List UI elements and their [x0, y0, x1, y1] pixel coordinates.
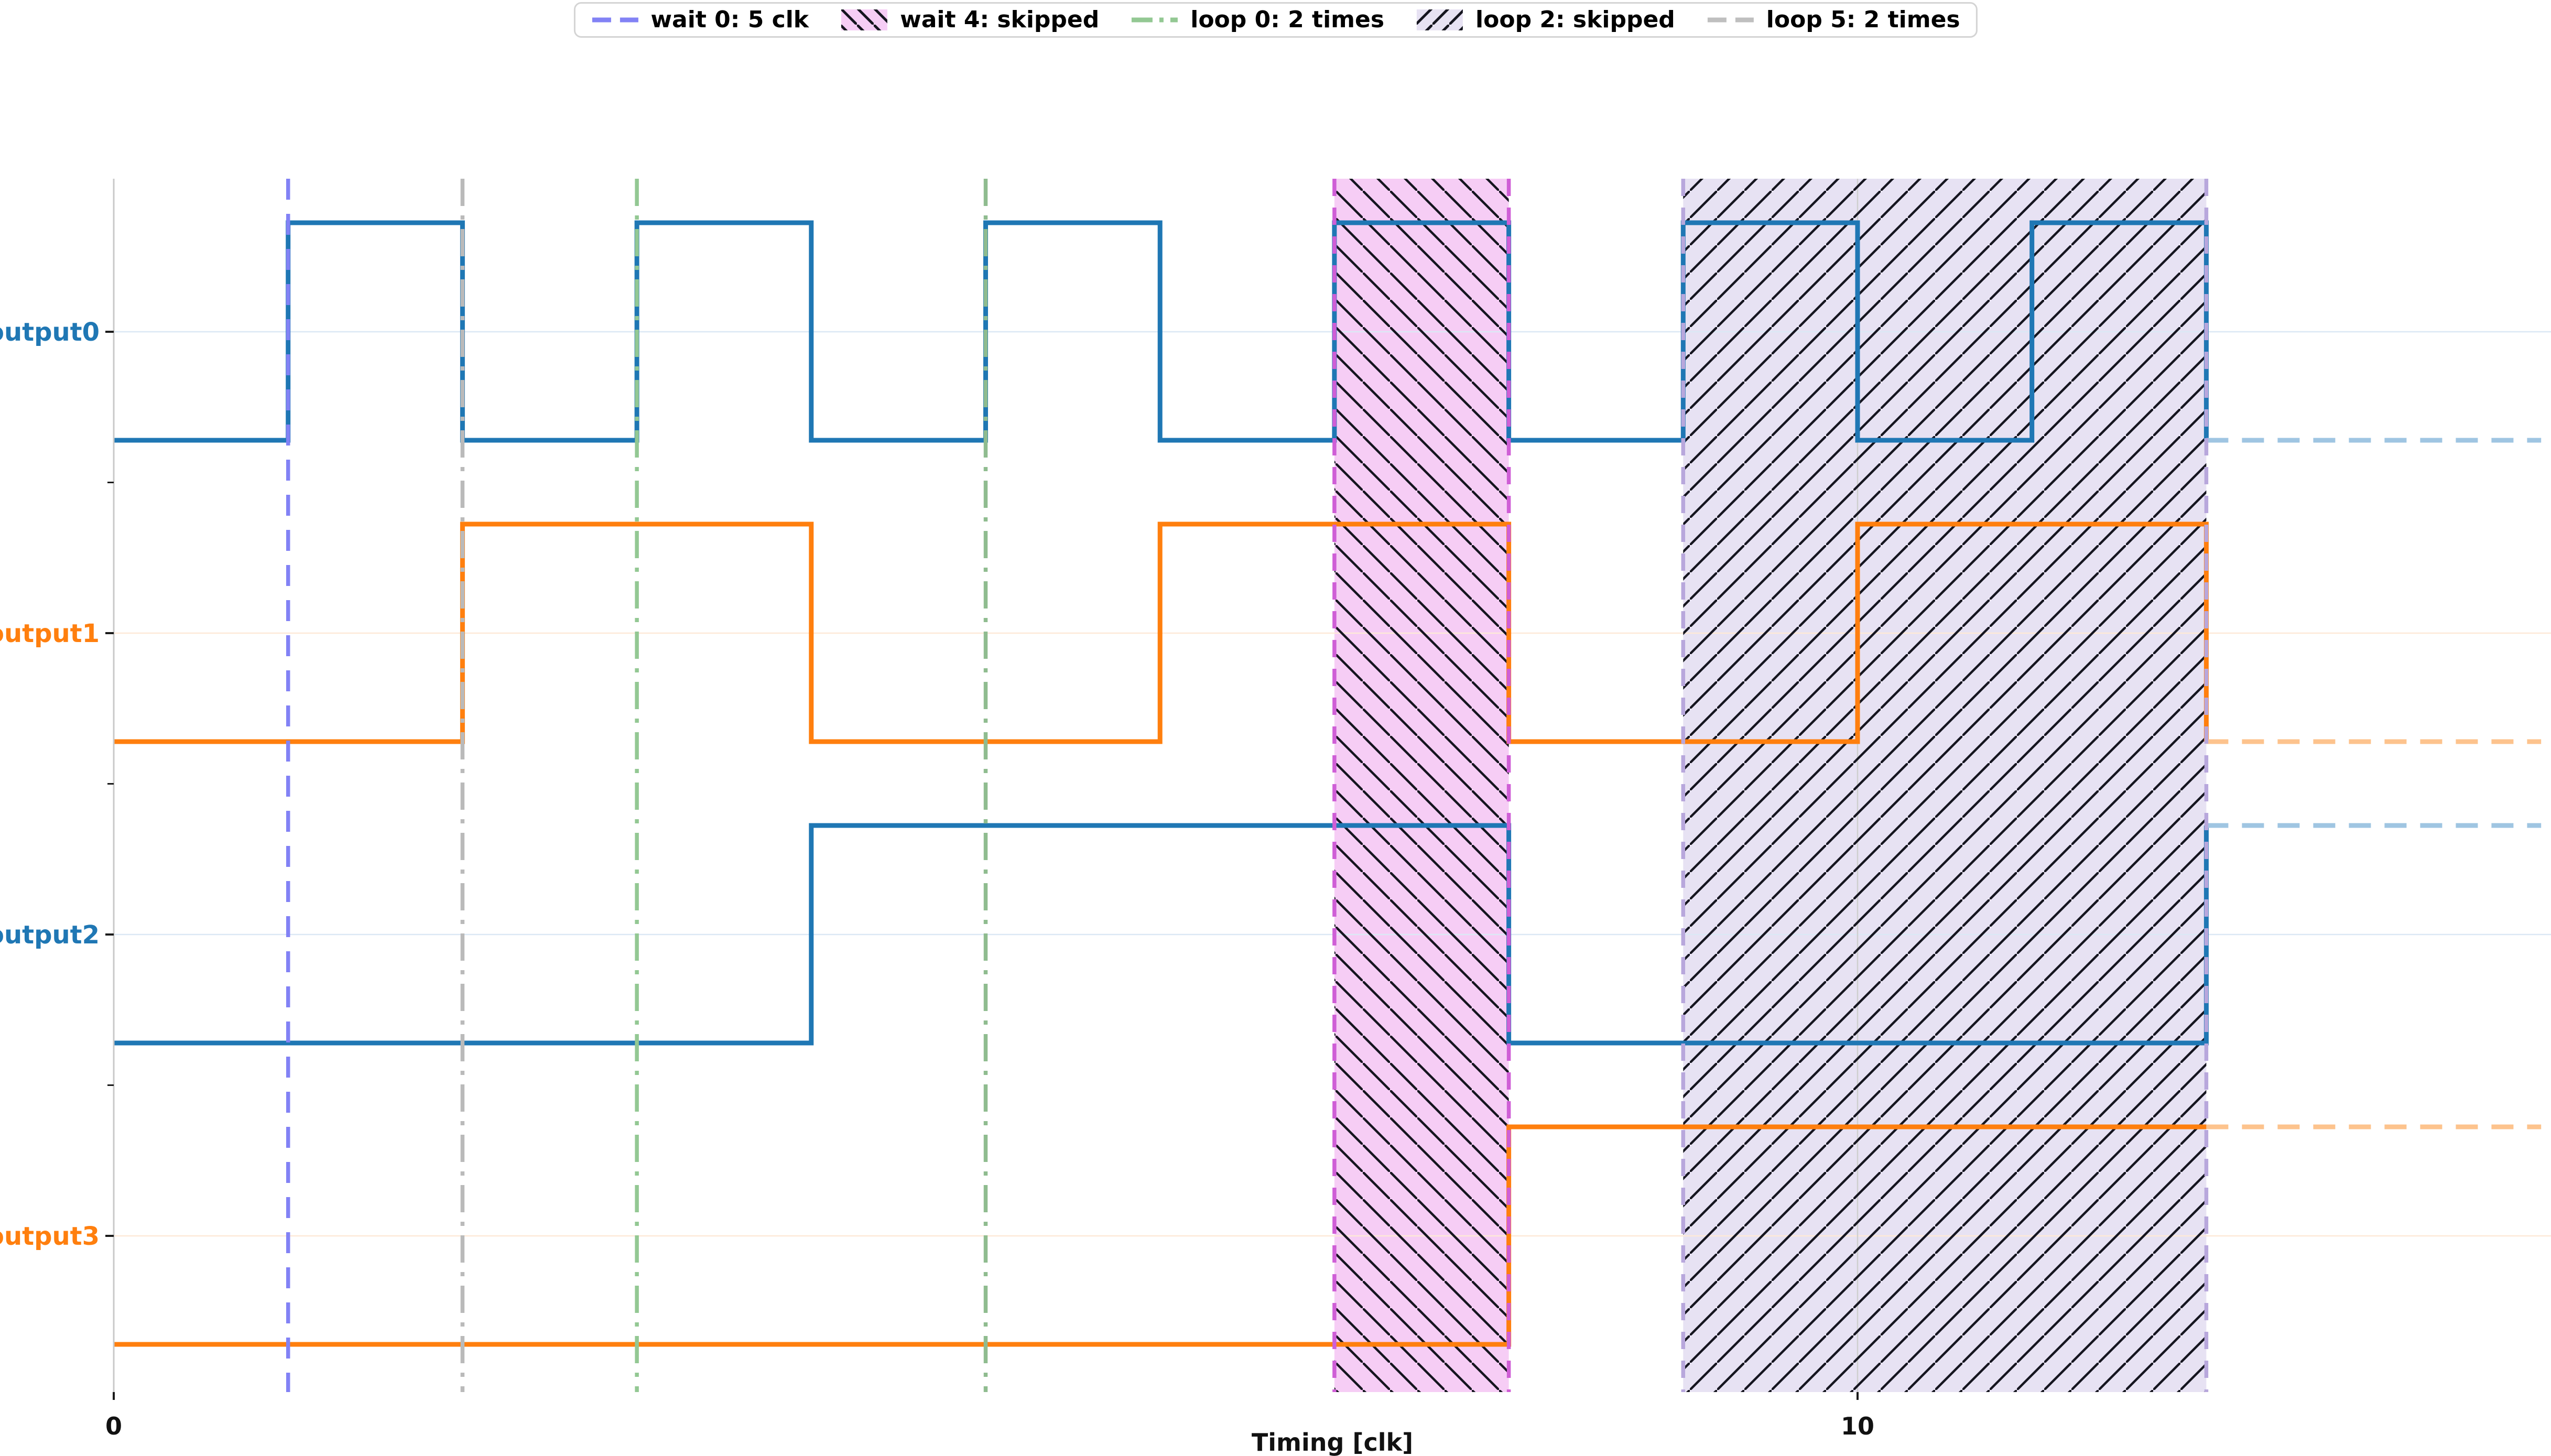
legend-label: loop 2: skipped — [1475, 6, 1675, 33]
signal-trace-output1 — [114, 521, 2209, 744]
y-tick-label-output3: output3 — [0, 1222, 100, 1251]
hatched-patch-swatch-icon — [841, 9, 888, 30]
y-tick-label-output1: output1 — [0, 619, 100, 648]
skipped-region-hatch-0 — [1334, 179, 1509, 1392]
dashed-line-swatch-icon — [1707, 17, 1754, 23]
legend-label: loop 5: 2 times — [1766, 6, 1960, 33]
hatched-patch-swatch-icon — [1417, 9, 1463, 30]
legend-label: wait 0: 5 clk — [650, 6, 809, 33]
x-tick-label-10: 10 — [1841, 1412, 1874, 1440]
legend-item-wait4: wait 4: skipped — [840, 8, 1099, 32]
signal-trace-output2 — [114, 823, 2209, 1046]
y-tick-label-output0: output0 — [0, 318, 100, 347]
x-axis-label: Timing [clk] — [1252, 1428, 1413, 1456]
legend-label: loop 0: 2 times — [1190, 6, 1385, 33]
legend-item-loop5: loop 5: 2 times — [1707, 8, 1960, 32]
legend-item-wait0: wait 0: 5 clk — [591, 8, 809, 32]
legend-item-loop2: loop 2: skipped — [1416, 8, 1675, 32]
y-tick-label-output2: output2 — [0, 920, 100, 950]
legend: wait 0: 5 clk wait 4: skipped loop 0: 2 … — [573, 2, 1978, 38]
legend-item-loop0: loop 0: 2 times — [1131, 8, 1384, 32]
dashed-line-swatch-icon — [592, 17, 638, 23]
x-tick-label-0: 0 — [105, 1412, 122, 1440]
legend-label: wait 4: skipped — [900, 6, 1100, 33]
skipped-region-hatch-1 — [1683, 179, 2207, 1392]
dashdot-line-swatch-icon — [1132, 17, 1178, 23]
signal-trace-output3 — [114, 1124, 2207, 1347]
